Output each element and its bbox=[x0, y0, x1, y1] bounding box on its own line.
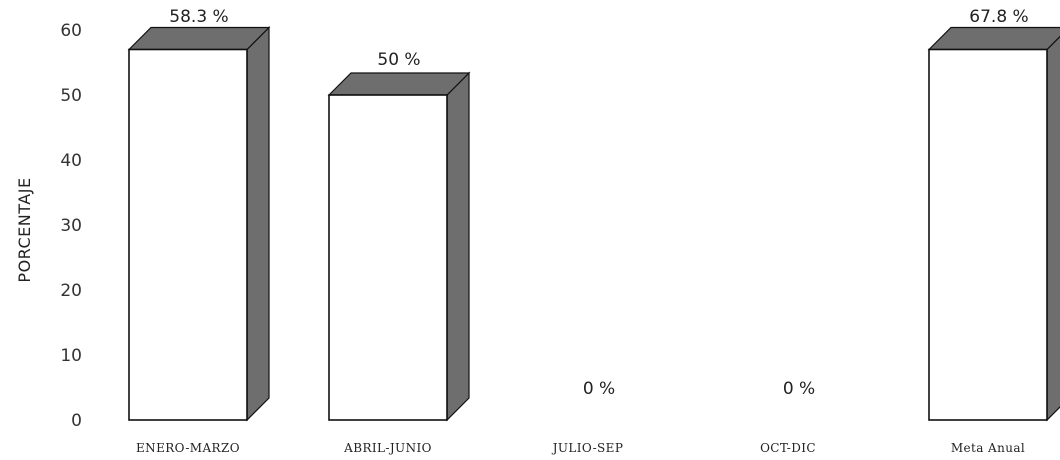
data-label: 0 % bbox=[783, 379, 815, 399]
y-tick-label: 40 bbox=[60, 151, 82, 171]
x-tick-label: OCT-DIC bbox=[760, 441, 816, 455]
y-tick-label: 50 bbox=[60, 86, 82, 106]
y-axis-title: PORCENTAJE bbox=[15, 177, 34, 282]
y-axis-ticks: 0 10 20 30 40 50 60 bbox=[60, 21, 82, 431]
data-label: 50 % bbox=[377, 50, 420, 70]
data-label: 58.3 % bbox=[169, 7, 228, 27]
bar-top-face bbox=[327, 72, 471, 96]
data-label: 67.8 % bbox=[969, 7, 1028, 27]
x-tick-label: ABRIL-JUNIO bbox=[343, 441, 432, 455]
x-tick-label: Meta Anual bbox=[951, 441, 1025, 455]
bar-side-face bbox=[246, 26, 270, 422]
category-labels: ENERO-MARZO ABRIL-JUNIO JULIO-SEP OCT-DIC Me… bbox=[136, 441, 1025, 455]
data-label: 0 % bbox=[583, 379, 615, 399]
y-tick-label: 30 bbox=[60, 216, 82, 236]
bar-side-face bbox=[446, 71, 470, 422]
bar-top-face bbox=[127, 26, 271, 51]
data-labels: 58.3 % 50 % 0 % 0 % 67.8 % bbox=[169, 7, 1028, 399]
bar-enero-marzo bbox=[127, 26, 271, 422]
y-tick-label: 10 bbox=[60, 346, 82, 366]
x-tick-label: ENERO-MARZO bbox=[136, 441, 240, 455]
bar-front-face bbox=[928, 48, 1048, 421]
bar-top-face bbox=[927, 26, 1060, 51]
bars-group bbox=[127, 26, 1060, 422]
x-tick-label: JULIO-SEP bbox=[551, 441, 624, 455]
bar-abril-junio bbox=[327, 71, 471, 422]
bar-meta-anual bbox=[927, 26, 1060, 422]
bar-side-face bbox=[1046, 35, 1060, 422]
bar-front-face bbox=[328, 94, 448, 421]
bar-front-face bbox=[128, 48, 248, 421]
y-tick-label: 60 bbox=[60, 21, 82, 41]
y-tick-label: 0 bbox=[71, 411, 82, 431]
y-tick-label: 20 bbox=[60, 281, 82, 301]
